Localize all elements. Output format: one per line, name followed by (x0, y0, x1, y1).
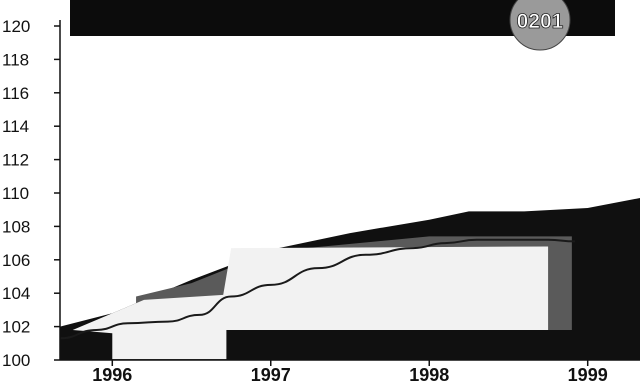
badge: 0201 (509, 0, 571, 51)
y-tick-label: 104 (2, 284, 30, 303)
y-tick-label: 120 (2, 17, 30, 36)
y-tick-label: 116 (2, 84, 29, 103)
x-tick-label: 1999 (568, 365, 608, 384)
y-tick-label: 106 (2, 251, 30, 270)
y-tick-label: 108 (2, 217, 30, 236)
fan-band-layer (60, 198, 640, 360)
y-tick-label: 112 (2, 151, 29, 170)
x-tick-label: 1996 (92, 365, 132, 384)
y-tick-label: 102 (2, 318, 30, 337)
y-tick-label: 114 (2, 117, 29, 136)
badge-label: 0201 (517, 10, 564, 33)
badge-circle (509, 0, 571, 51)
series-layer (60, 238, 576, 340)
fan-band-inner (72, 246, 549, 360)
x-tick-label: 1998 (409, 365, 449, 384)
y-tick-label: 118 (2, 50, 29, 69)
axes: 100 102 104 106 108 110 112 114 116 118 120 1996 199… (2, 17, 640, 384)
x-tick-label: 1997 (251, 365, 291, 384)
series-line-0 (60, 238, 576, 340)
y-tick-label: 100 (2, 351, 30, 370)
y-tick-label: 110 (2, 184, 29, 203)
